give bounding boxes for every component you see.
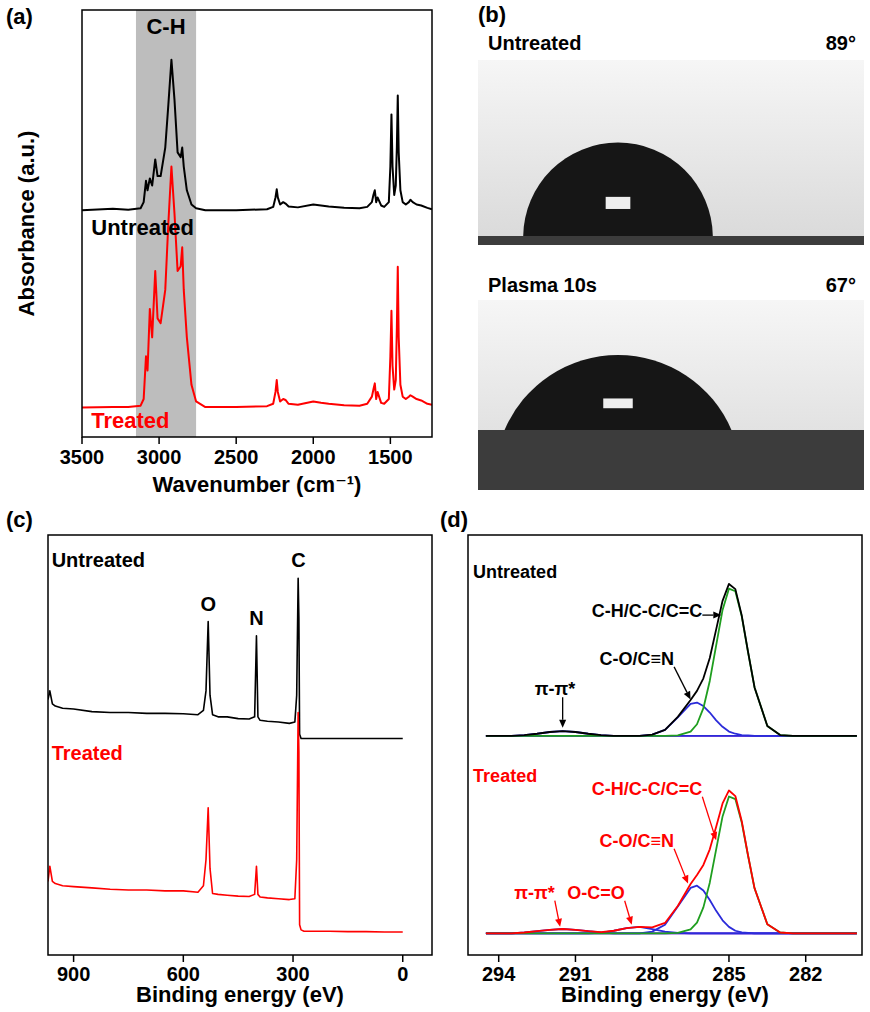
x-tick-label: 3500 xyxy=(60,446,105,468)
panel-letter: (a) xyxy=(6,4,33,29)
series-line xyxy=(486,589,857,736)
x-tick-label: 294 xyxy=(482,963,516,985)
panel: Untreated 89° Plasma 10s 67° (b) xyxy=(478,2,864,490)
x-tick xyxy=(728,955,730,962)
photo xyxy=(478,60,864,245)
arrow-head xyxy=(713,612,721,619)
x-tick xyxy=(158,437,160,444)
series-line xyxy=(486,703,857,736)
plot-frame xyxy=(48,535,432,955)
annotation: π-π* xyxy=(514,883,555,903)
series-line xyxy=(82,60,432,210)
photo xyxy=(478,300,864,490)
series-line xyxy=(82,167,432,408)
panel-letter: (d) xyxy=(440,507,468,532)
droplet-reflection xyxy=(606,197,631,209)
panel: 9006003000Binding energy (eV)ONCUntreate… xyxy=(6,507,432,1007)
peak-label: O xyxy=(200,593,216,615)
highlight-label: C-H xyxy=(146,14,185,39)
contact-angle-label: 89° xyxy=(826,32,856,54)
substrate xyxy=(478,430,864,490)
panel-letter: (b) xyxy=(478,2,506,27)
panel: 3500 3000 2500 2000 1500 Wavenumber (cm⁻¹) Abs… xyxy=(6,4,432,497)
annotation: C-O/C≡N xyxy=(600,649,675,669)
arrow-line xyxy=(702,614,713,615)
x-tick xyxy=(73,955,75,962)
x-axis-title: Wavenumber (cm⁻¹) xyxy=(153,472,362,497)
arrow-head xyxy=(682,875,688,884)
x-tick-label: 2000 xyxy=(291,446,336,468)
annotation: Untreated xyxy=(52,549,145,571)
photo-label: Plasma 10s xyxy=(488,274,597,296)
x-axis-title: Binding energy (eV) xyxy=(561,982,769,1007)
plot-frame xyxy=(82,10,432,437)
peak-label: N xyxy=(249,607,263,629)
peak-label: C xyxy=(291,549,305,571)
arrow-line xyxy=(674,667,687,692)
annotation: Untreated xyxy=(473,562,557,582)
x-tick-label: 1500 xyxy=(368,446,413,468)
x-tick-label: 282 xyxy=(789,963,822,985)
series-line xyxy=(48,713,403,933)
droplet xyxy=(505,355,732,430)
x-tick xyxy=(183,955,185,962)
annotation: C-H/C-C/C=C xyxy=(592,779,703,799)
plot-frame xyxy=(468,535,862,955)
x-tick xyxy=(575,955,577,962)
arrow-line xyxy=(562,697,563,719)
arrow-line xyxy=(555,901,559,919)
arrow-head xyxy=(626,916,633,925)
x-tick xyxy=(81,437,83,444)
x-axis-title: Binding energy (eV) xyxy=(136,982,344,1007)
x-tick xyxy=(235,437,237,444)
annotation: Untreated xyxy=(91,215,194,240)
annotation: Treated xyxy=(473,766,537,786)
x-tick xyxy=(805,955,807,962)
plot-area xyxy=(486,584,857,933)
x-tick-label: 3000 xyxy=(137,446,182,468)
droplet xyxy=(523,143,713,236)
photo-label: Untreated xyxy=(488,32,581,54)
droplet-reflection xyxy=(603,398,632,408)
x-tick-label: 0 xyxy=(397,963,408,985)
annotation: O-C=O xyxy=(567,883,625,903)
arrow-head xyxy=(684,691,691,700)
annotation: π-π* xyxy=(535,679,576,699)
annotation: C-O/C≡N xyxy=(600,831,675,851)
arrow-head xyxy=(555,918,562,927)
plot-area xyxy=(48,578,403,932)
annotation: C-H/C-C/C=C xyxy=(592,601,703,621)
plot-area xyxy=(82,10,432,437)
panel: 294291288285282Binding energy (eV)Untrea… xyxy=(440,507,862,1007)
series-line xyxy=(486,797,857,934)
annotation: Treated xyxy=(91,408,169,433)
panel-letter: (c) xyxy=(6,507,33,532)
x-tick xyxy=(390,437,392,444)
y-axis-title: Absorbance (a.u.) xyxy=(14,131,39,317)
substrate xyxy=(478,236,864,245)
arrow-line xyxy=(625,901,630,917)
arrow-head xyxy=(559,720,566,728)
x-tick xyxy=(651,955,653,962)
arrow-line xyxy=(674,849,685,876)
arrow-line xyxy=(702,797,713,833)
x-tick xyxy=(313,437,315,444)
figure: 3500 3000 2500 2000 1500 Wavenumber (cm⁻¹) Abs… xyxy=(0,0,870,1012)
series-line xyxy=(486,790,857,933)
x-tick-label: 900 xyxy=(57,963,90,985)
arrow-head xyxy=(710,832,717,841)
contact-angle-label: 67° xyxy=(826,274,856,296)
x-tick-label: 2500 xyxy=(214,446,259,468)
series-line xyxy=(48,578,403,738)
annotation: Treated xyxy=(52,742,123,764)
x-tick xyxy=(292,955,294,962)
series-line xyxy=(486,584,857,736)
x-tick xyxy=(402,955,404,962)
x-tick xyxy=(498,955,500,962)
